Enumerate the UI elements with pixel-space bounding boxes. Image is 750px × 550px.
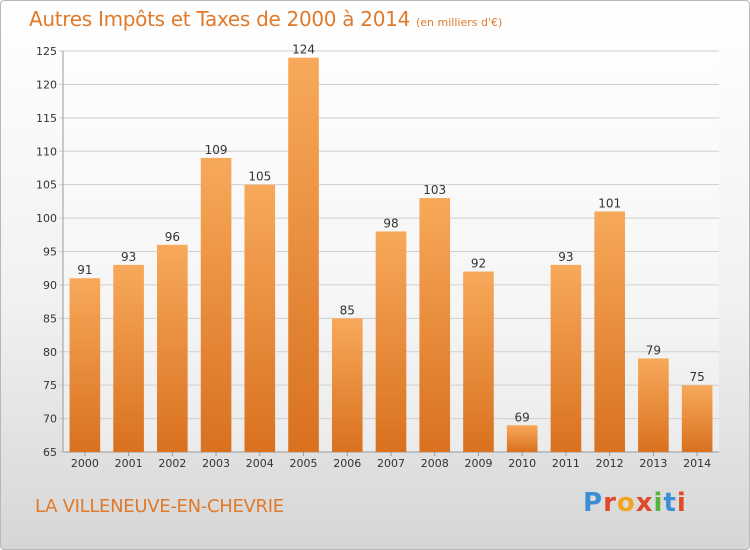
x-tick-label: 2003 — [202, 457, 230, 470]
y-tick-label: 90 — [43, 279, 57, 292]
chart-title: Autres Impôts et Taxes de 2000 à 2014 (en… — [29, 7, 502, 31]
y-tick-label: 110 — [36, 145, 57, 158]
bar-value-label: 91 — [77, 263, 92, 277]
x-tick-label: 2006 — [333, 457, 361, 470]
logo-letter: x — [635, 488, 654, 518]
y-tick-label: 85 — [43, 312, 57, 325]
x-tick-label: 2005 — [290, 457, 318, 470]
x-tick-label: 2014 — [683, 457, 711, 470]
y-tick-label: 115 — [36, 112, 57, 125]
y-tick-label: 105 — [36, 179, 57, 192]
bar — [419, 198, 451, 452]
y-tick-label: 75 — [43, 379, 57, 392]
chart-title-text: Autres Impôts et Taxes de 2000 à 2014 — [29, 7, 410, 31]
y-tick-label: 65 — [43, 446, 57, 459]
x-tick-label: 2009 — [464, 457, 492, 470]
bar — [69, 278, 101, 452]
x-tick-label: 2011 — [552, 457, 580, 470]
bar-value-label: 124 — [292, 43, 315, 57]
x-tick-label: 2001 — [115, 457, 143, 470]
bar-value-label: 103 — [423, 183, 446, 197]
chart-unit: (en milliers d'€) — [416, 16, 503, 29]
bar — [288, 57, 319, 452]
x-tick-label: 2007 — [377, 457, 405, 470]
bar — [506, 425, 538, 452]
bar — [550, 264, 582, 452]
x-tick-label: 2000 — [71, 457, 99, 470]
bar — [200, 157, 232, 452]
bar-value-label: 93 — [121, 250, 136, 264]
x-tick-label: 2010 — [508, 457, 536, 470]
bar-value-label: 105 — [248, 170, 271, 184]
bar — [331, 318, 363, 452]
bar-value-label: 109 — [205, 143, 228, 157]
logo-letter: P — [583, 488, 604, 518]
y-tick-label: 125 — [36, 45, 57, 58]
x-tick-label: 2012 — [596, 457, 624, 470]
y-tick-label: 80 — [43, 346, 57, 359]
y-tick-label: 70 — [43, 413, 57, 426]
bar-value-label: 101 — [598, 196, 621, 210]
bar — [157, 244, 188, 452]
bar-value-label: 75 — [689, 370, 704, 384]
bar-value-label: 85 — [340, 303, 355, 317]
commune-name: LA VILLENEUVE-EN-CHEVRIE — [35, 496, 284, 517]
proxiti-logo: Proxiti — [583, 488, 687, 518]
x-tick-label: 2008 — [421, 457, 449, 470]
bar — [244, 184, 276, 452]
y-tick-label: 100 — [36, 212, 57, 225]
logo-letter: i — [653, 488, 664, 518]
x-tick-label: 2002 — [158, 457, 186, 470]
x-tick-label: 2004 — [246, 457, 274, 470]
bar-value-label: 79 — [646, 343, 661, 357]
logo-letter: o — [616, 488, 636, 518]
y-tick-label: 95 — [43, 246, 57, 259]
bar — [375, 231, 407, 452]
logo-letter: i — [676, 488, 687, 518]
logo-letter: r — [603, 488, 617, 518]
bar-value-label: 92 — [471, 257, 486, 271]
bar-value-label: 69 — [515, 410, 530, 424]
bar — [681, 385, 713, 452]
x-tick-label: 2013 — [639, 457, 667, 470]
bar — [594, 211, 625, 452]
bar-value-label: 98 — [383, 216, 398, 230]
bar — [113, 264, 144, 452]
bar-value-label: 93 — [558, 250, 573, 264]
y-tick-label: 120 — [36, 78, 57, 91]
bar — [638, 358, 669, 452]
bar — [463, 271, 494, 452]
bar-value-label: 96 — [165, 230, 180, 244]
logo-letter: t — [663, 488, 677, 518]
